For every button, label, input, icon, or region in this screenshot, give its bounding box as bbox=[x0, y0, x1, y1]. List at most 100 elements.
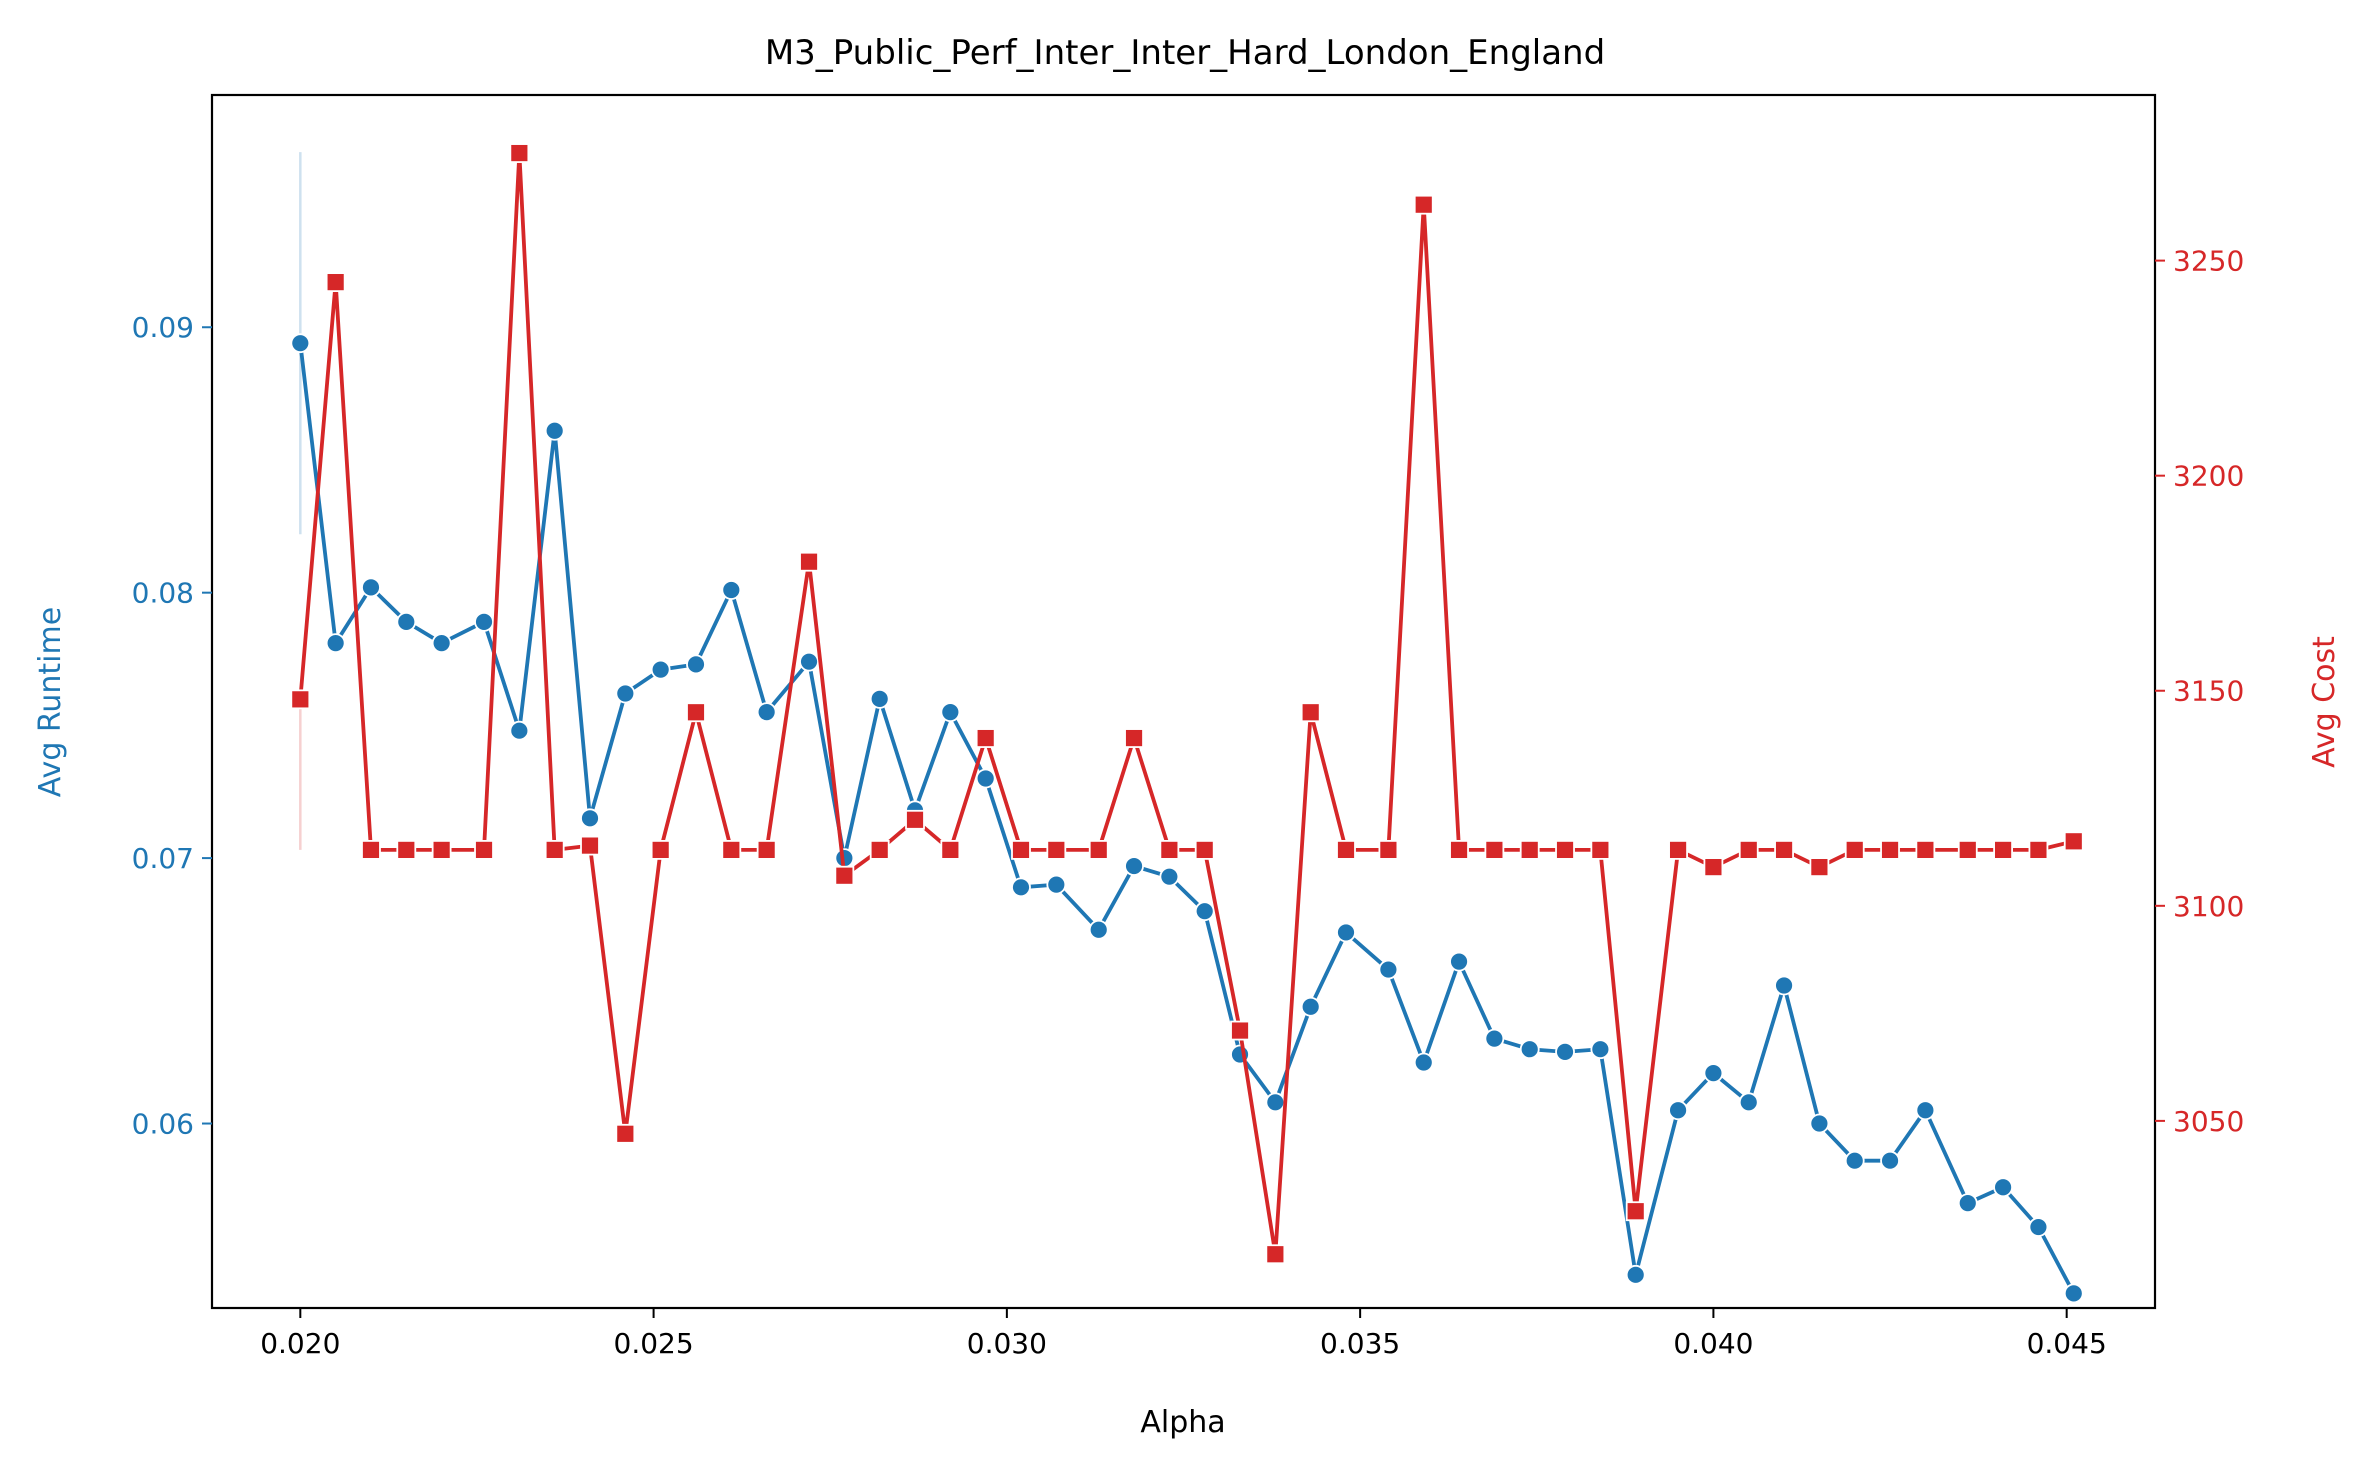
data-point bbox=[1484, 839, 1505, 860]
data-point bbox=[1774, 975, 1794, 996]
data-point bbox=[1484, 1028, 1505, 1049]
data-point bbox=[1230, 1020, 1250, 1041]
data-point bbox=[1915, 1100, 1936, 1121]
data-point bbox=[580, 835, 600, 856]
data-point bbox=[721, 839, 742, 860]
data-point bbox=[1915, 839, 1936, 860]
data-point bbox=[325, 272, 346, 293]
data-point bbox=[1519, 1039, 1540, 1060]
data-point bbox=[650, 839, 671, 860]
data-point bbox=[361, 839, 381, 860]
y-left-tick-label: 0.08 bbox=[132, 577, 194, 610]
x-tick-label: 0.040 bbox=[1673, 1327, 1753, 1360]
x-tick-label: 0.020 bbox=[260, 1327, 340, 1360]
data-point bbox=[290, 689, 311, 710]
y-right-tick-label: 3200 bbox=[2173, 460, 2244, 493]
data-point bbox=[1774, 839, 1794, 860]
data-point bbox=[1993, 1177, 2013, 1198]
data-point bbox=[1088, 919, 1109, 940]
data-point bbox=[290, 333, 311, 354]
y-right-tick-label: 3100 bbox=[2173, 890, 2244, 923]
data-point bbox=[1957, 1193, 1978, 1214]
data-point bbox=[975, 728, 996, 748]
data-point bbox=[1011, 877, 1031, 898]
data-point bbox=[1449, 839, 1469, 860]
data-point bbox=[1088, 839, 1109, 860]
data-point bbox=[1555, 839, 1575, 860]
data-point bbox=[474, 611, 494, 632]
data-point bbox=[1336, 922, 1356, 943]
data-point bbox=[1809, 1113, 1830, 1134]
data-point bbox=[1625, 1201, 1646, 1222]
data-point bbox=[721, 580, 742, 600]
data-point bbox=[1124, 728, 1144, 748]
data-point bbox=[1159, 866, 1180, 887]
data-point bbox=[1265, 1244, 1286, 1265]
data-point bbox=[1413, 1052, 1434, 1073]
data-point bbox=[544, 420, 565, 441]
y-right-tick-label: 3050 bbox=[2173, 1105, 2244, 1138]
data-point bbox=[1555, 1041, 1575, 1062]
x-tick-label: 0.025 bbox=[614, 1327, 694, 1360]
data-point bbox=[580, 808, 600, 829]
x-tick-label: 0.035 bbox=[1320, 1327, 1400, 1360]
y-left-tick-label: 0.09 bbox=[132, 311, 194, 344]
data-point bbox=[1194, 839, 1215, 860]
data-point bbox=[1844, 839, 1865, 860]
data-point bbox=[1957, 839, 1978, 860]
y-right-axis: 3050 3100 3150 3200 3250 bbox=[2155, 245, 2244, 1138]
data-point bbox=[799, 651, 819, 672]
data-point bbox=[1194, 901, 1215, 922]
data-point bbox=[756, 839, 777, 860]
data-point bbox=[1703, 1063, 1724, 1083]
data-point bbox=[544, 839, 565, 860]
y-left-axis: 0.06 0.07 0.08 0.09 bbox=[132, 311, 212, 1141]
data-point bbox=[1046, 874, 1067, 895]
data-point bbox=[1159, 839, 1180, 860]
data-point bbox=[1449, 951, 1469, 972]
y-left-axis-label: Avg Runtime bbox=[33, 607, 68, 797]
data-point bbox=[1046, 839, 1067, 860]
x-axis-label: Alpha bbox=[1140, 1405, 1225, 1440]
data-point bbox=[975, 768, 996, 789]
data-point bbox=[615, 683, 636, 704]
data-point bbox=[1300, 996, 1321, 1017]
data-point bbox=[1993, 839, 2013, 860]
data-point bbox=[2063, 831, 2084, 852]
data-point bbox=[1668, 839, 1688, 860]
data-point bbox=[474, 839, 494, 860]
data-point bbox=[361, 577, 381, 598]
x-axis: 0.020 0.025 0.030 0.035 0.040 0.045 bbox=[260, 1308, 2107, 1360]
data-point bbox=[1300, 702, 1321, 723]
data-point bbox=[799, 551, 819, 572]
data-point bbox=[2063, 1283, 2084, 1304]
series-line bbox=[298, 342, 2076, 1295]
data-point bbox=[1738, 839, 1759, 860]
data-point bbox=[1590, 839, 1611, 860]
data-point bbox=[940, 702, 961, 723]
data-point bbox=[1809, 857, 1830, 878]
chart-title: M3_Public_Perf_Inter_Inter_Hard_London_E… bbox=[765, 33, 1605, 73]
y-left-tick-label: 0.06 bbox=[132, 1108, 194, 1141]
data-point bbox=[1625, 1264, 1646, 1285]
data-point bbox=[615, 1123, 636, 1144]
data-point bbox=[431, 839, 452, 860]
data-point bbox=[509, 143, 530, 163]
data-point bbox=[650, 659, 671, 680]
data-point bbox=[1844, 1150, 1865, 1171]
data-point bbox=[431, 633, 452, 654]
data-point bbox=[1668, 1100, 1688, 1121]
data-point bbox=[940, 839, 961, 860]
data-point bbox=[1011, 839, 1031, 860]
data-point bbox=[686, 654, 706, 675]
data-point bbox=[396, 839, 417, 860]
data-point bbox=[1590, 1039, 1611, 1060]
data-point bbox=[2028, 1217, 2049, 1237]
data-point bbox=[325, 633, 346, 654]
data-point bbox=[1880, 1150, 1900, 1171]
y-right-axis-label: Avg Cost bbox=[2307, 636, 2342, 768]
series-layer bbox=[290, 143, 2084, 1304]
data-point bbox=[1378, 839, 1399, 860]
